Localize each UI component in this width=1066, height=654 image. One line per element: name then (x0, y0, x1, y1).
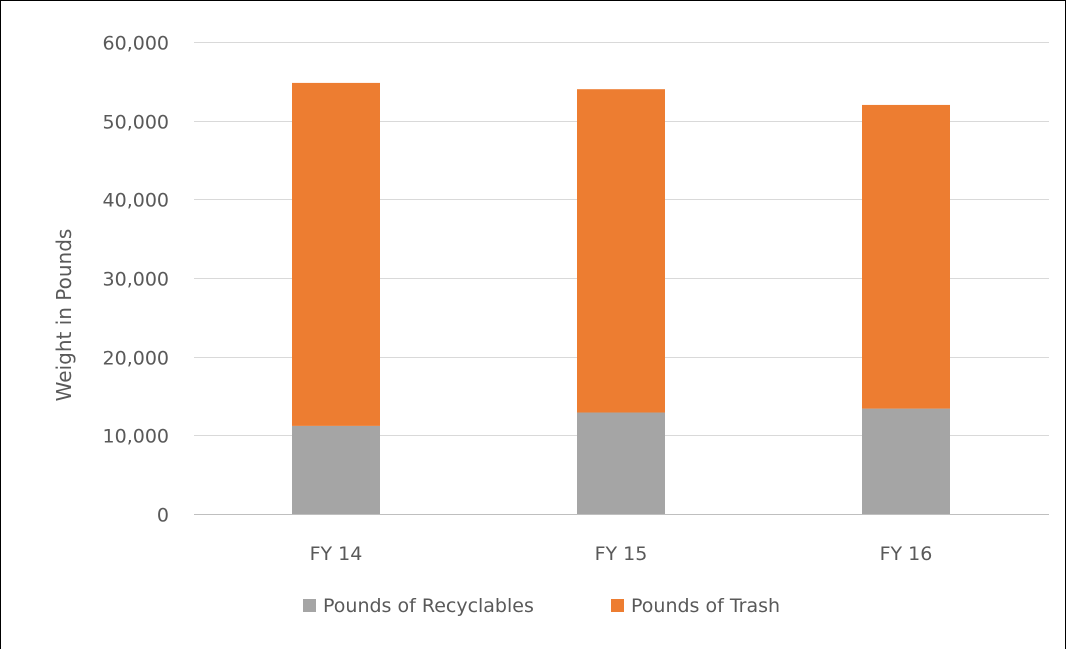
bar-pounds-of-trash (292, 82, 380, 426)
bar-pounds-of-recyclables (577, 412, 665, 514)
y-tick-label: 50,000 (103, 112, 169, 134)
y-tick-label: 10,000 (103, 426, 169, 448)
legend-label-pounds-of-trash: Pounds of Trash (631, 595, 780, 617)
legend: Pounds of Recyclables Pounds of Trash (303, 595, 780, 617)
bar-pounds-of-recyclables (292, 425, 380, 514)
x-tick-label: FY 15 (595, 543, 648, 565)
bar-pounds-of-recyclables (862, 408, 950, 514)
y-axis-label: Weight in Pounds (52, 229, 76, 402)
legend-label-pounds-of-recyclables: Pounds of Recyclables (323, 595, 534, 617)
y-tick-label: 20,000 (103, 348, 169, 370)
bars (292, 82, 950, 514)
legend-swatch-pounds-of-trash (611, 599, 624, 612)
bar-pounds-of-trash (862, 104, 950, 409)
x-axis-tick-labels: FY 14 FY 15 FY 16 (310, 543, 933, 565)
y-axis-tick-labels: 0 10,000 20,000 30,000 40,000 50,000 60,000 (103, 33, 169, 527)
legend-swatch-pounds-of-recyclables (303, 599, 316, 612)
y-tick-label: 60,000 (103, 33, 169, 55)
bar-pounds-of-trash (577, 89, 665, 413)
y-tick-label: 40,000 (103, 190, 169, 212)
y-tick-label: 30,000 (103, 269, 169, 291)
x-tick-label: FY 14 (310, 543, 363, 565)
x-tick-label: FY 16 (880, 543, 933, 565)
y-tick-label: 0 (157, 505, 169, 527)
